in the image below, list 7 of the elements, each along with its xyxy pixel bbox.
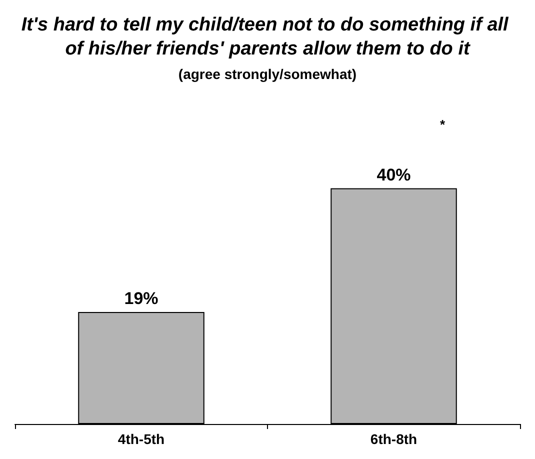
data-label: 40% [376, 165, 411, 184]
chart-subtitle: (agree strongly/somewhat) [178, 66, 357, 82]
data-label: 19% [124, 289, 158, 308]
chart-title: It's hard to tell my child/teen not to do something if all of his/her friends' parents allow them to do it [21, 14, 514, 60]
x-tick-label: 6th-8th [370, 431, 418, 447]
text: * [440, 117, 446, 132]
x-tick-label: 4th-5th [118, 431, 165, 447]
